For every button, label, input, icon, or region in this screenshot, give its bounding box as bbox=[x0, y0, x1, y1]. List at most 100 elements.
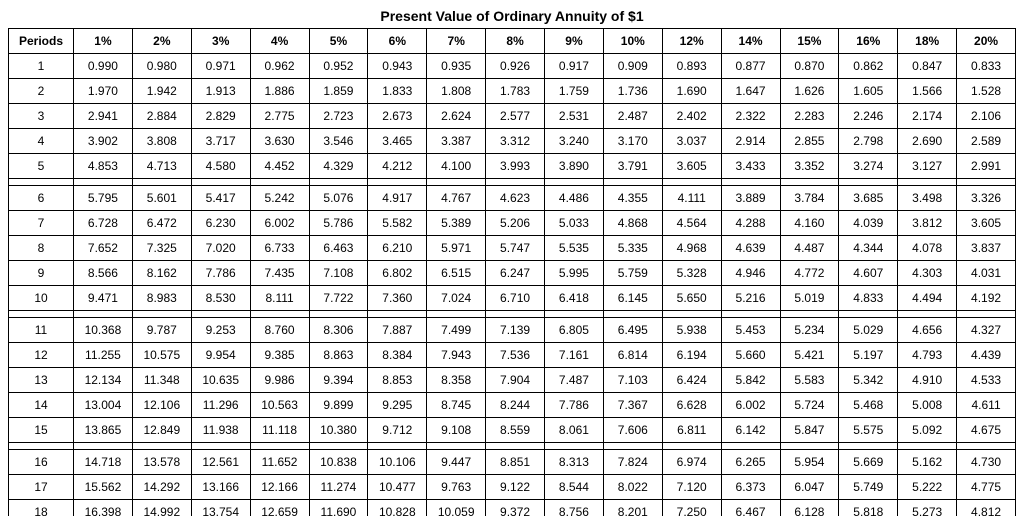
value-cell: 4.713 bbox=[132, 154, 191, 179]
value-cell: 12.561 bbox=[191, 450, 250, 475]
value-cell: 1.566 bbox=[898, 79, 957, 104]
col-header-rate: 4% bbox=[250, 29, 309, 54]
value-cell: 8.358 bbox=[427, 368, 486, 393]
value-cell: 9.253 bbox=[191, 318, 250, 343]
value-cell: 3.274 bbox=[839, 154, 898, 179]
value-cell: 14.718 bbox=[74, 450, 133, 475]
period-cell: 11 bbox=[9, 318, 74, 343]
value-cell: 8.559 bbox=[486, 418, 545, 443]
value-cell: 6.194 bbox=[662, 343, 721, 368]
value-cell: 4.487 bbox=[780, 236, 839, 261]
value-cell: 9.787 bbox=[132, 318, 191, 343]
value-cell: 5.468 bbox=[839, 393, 898, 418]
value-cell: 6.047 bbox=[780, 475, 839, 500]
value-cell: 8.022 bbox=[603, 475, 662, 500]
value-cell: 5.008 bbox=[898, 393, 957, 418]
col-header-rate: 14% bbox=[721, 29, 780, 54]
value-cell: 6.515 bbox=[427, 261, 486, 286]
value-cell: 3.902 bbox=[74, 129, 133, 154]
value-cell: 1.690 bbox=[662, 79, 721, 104]
value-cell: 5.535 bbox=[545, 236, 604, 261]
value-cell: 1.886 bbox=[250, 79, 309, 104]
value-cell: 3.808 bbox=[132, 129, 191, 154]
value-cell: 5.749 bbox=[839, 475, 898, 500]
table-row: 76.7286.4726.2306.0025.7865.5825.3895.20… bbox=[9, 211, 1016, 236]
col-header-rate: 16% bbox=[839, 29, 898, 54]
col-header-rate: 8% bbox=[486, 29, 545, 54]
value-cell: 4.968 bbox=[662, 236, 721, 261]
value-cell: 5.995 bbox=[545, 261, 604, 286]
value-cell: 6.710 bbox=[486, 286, 545, 311]
value-cell: 7.499 bbox=[427, 318, 486, 343]
value-cell: 8.853 bbox=[368, 368, 427, 393]
value-cell: 7.250 bbox=[662, 500, 721, 517]
value-cell: 11.255 bbox=[74, 343, 133, 368]
value-cell: 7.722 bbox=[309, 286, 368, 311]
value-cell: 7.435 bbox=[250, 261, 309, 286]
value-cell: 5.650 bbox=[662, 286, 721, 311]
value-cell: 3.630 bbox=[250, 129, 309, 154]
value-cell: 5.029 bbox=[839, 318, 898, 343]
table-row: 10.9900.9800.9710.9620.9520.9430.9350.92… bbox=[9, 54, 1016, 79]
value-cell: 5.234 bbox=[780, 318, 839, 343]
value-cell: 4.031 bbox=[957, 261, 1016, 286]
value-cell: 0.990 bbox=[74, 54, 133, 79]
value-cell: 6.142 bbox=[721, 418, 780, 443]
col-header-rate: 20% bbox=[957, 29, 1016, 54]
value-cell: 6.210 bbox=[368, 236, 427, 261]
value-cell: 13.578 bbox=[132, 450, 191, 475]
value-cell: 4.611 bbox=[957, 393, 1016, 418]
value-cell: 13.166 bbox=[191, 475, 250, 500]
value-cell: 6.418 bbox=[545, 286, 604, 311]
value-cell: 4.812 bbox=[957, 500, 1016, 517]
value-cell: 5.583 bbox=[780, 368, 839, 393]
value-cell: 8.863 bbox=[309, 343, 368, 368]
value-cell: 8.760 bbox=[250, 318, 309, 343]
value-cell: 7.606 bbox=[603, 418, 662, 443]
table-row: 65.7955.6015.4175.2425.0764.9174.7674.62… bbox=[9, 186, 1016, 211]
value-cell: 5.216 bbox=[721, 286, 780, 311]
value-cell: 9.295 bbox=[368, 393, 427, 418]
value-cell: 5.222 bbox=[898, 475, 957, 500]
value-cell: 2.690 bbox=[898, 129, 957, 154]
value-cell: 8.244 bbox=[486, 393, 545, 418]
value-cell: 3.170 bbox=[603, 129, 662, 154]
period-cell: 5 bbox=[9, 154, 74, 179]
period-cell: 8 bbox=[9, 236, 74, 261]
table-row: 32.9412.8842.8292.7752.7232.6732.6242.57… bbox=[9, 104, 1016, 129]
value-cell: 1.942 bbox=[132, 79, 191, 104]
value-cell: 5.795 bbox=[74, 186, 133, 211]
value-cell: 2.723 bbox=[309, 104, 368, 129]
value-cell: 9.954 bbox=[191, 343, 250, 368]
value-cell: 0.952 bbox=[309, 54, 368, 79]
value-cell: 8.851 bbox=[486, 450, 545, 475]
value-cell: 0.847 bbox=[898, 54, 957, 79]
value-cell: 6.145 bbox=[603, 286, 662, 311]
table-row: 1614.71813.57812.56111.65210.83810.1069.… bbox=[9, 450, 1016, 475]
value-cell: 0.943 bbox=[368, 54, 427, 79]
value-cell: 7.325 bbox=[132, 236, 191, 261]
table-row: 1413.00412.10611.29610.5639.8999.2958.74… bbox=[9, 393, 1016, 418]
value-cell: 5.242 bbox=[250, 186, 309, 211]
value-cell: 14.992 bbox=[132, 500, 191, 517]
value-cell: 4.910 bbox=[898, 368, 957, 393]
value-cell: 7.020 bbox=[191, 236, 250, 261]
value-cell: 4.868 bbox=[603, 211, 662, 236]
value-cell: 6.467 bbox=[721, 500, 780, 517]
value-cell: 5.033 bbox=[545, 211, 604, 236]
value-cell: 5.971 bbox=[427, 236, 486, 261]
value-cell: 5.786 bbox=[309, 211, 368, 236]
value-cell: 3.326 bbox=[957, 186, 1016, 211]
value-cell: 0.877 bbox=[721, 54, 780, 79]
value-cell: 15.562 bbox=[74, 475, 133, 500]
value-cell: 5.582 bbox=[368, 211, 427, 236]
value-cell: 4.192 bbox=[957, 286, 1016, 311]
value-cell: 9.986 bbox=[250, 368, 309, 393]
value-cell: 10.575 bbox=[132, 343, 191, 368]
value-cell: 8.566 bbox=[74, 261, 133, 286]
value-cell: 8.544 bbox=[545, 475, 604, 500]
value-cell: 0.935 bbox=[427, 54, 486, 79]
value-cell: 7.904 bbox=[486, 368, 545, 393]
value-cell: 4.494 bbox=[898, 286, 957, 311]
period-cell: 18 bbox=[9, 500, 74, 517]
